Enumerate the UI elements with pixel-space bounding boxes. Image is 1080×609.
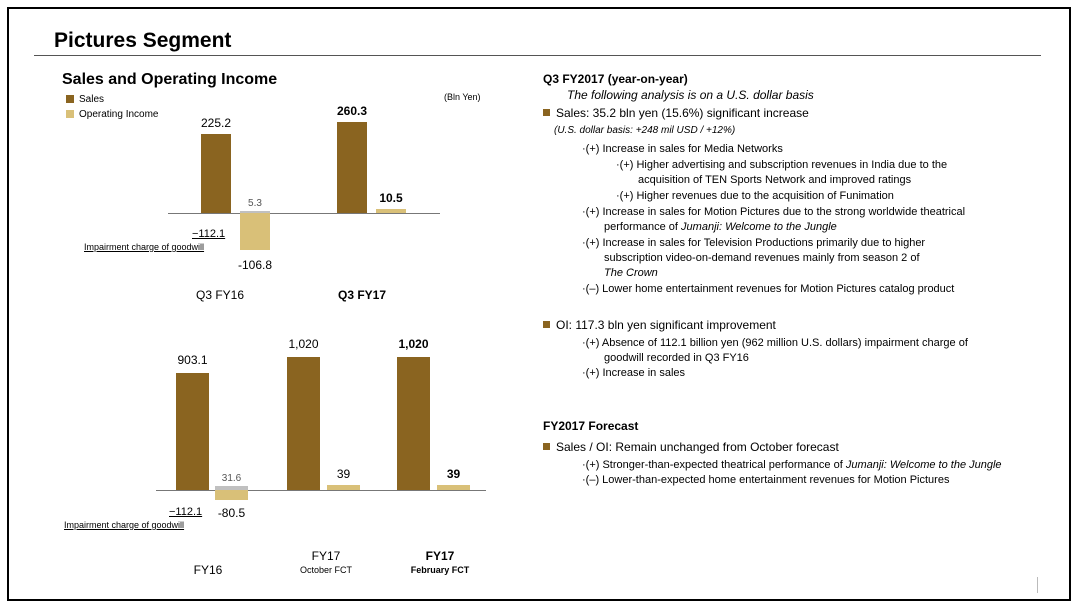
sales-item-4b: performance of Jumanji: Welcome to the J… xyxy=(604,221,837,233)
label-sales-q3fy16: 225.2 xyxy=(200,116,232,131)
forecast-bullet: Sales / OI: Remain unchanged from Octobe… xyxy=(543,440,839,454)
bar-oi-q3fy17 xyxy=(376,209,406,213)
sales-item-2: ·(+) Higher advertising and subscription… xyxy=(616,159,948,171)
label-oi-excl-q3fy16: 5.3 xyxy=(248,198,262,210)
cat-q3fy16: Q3 FY16 xyxy=(195,288,245,302)
cat-fy17-feb-sub: February FCT xyxy=(410,565,470,575)
legend-oi-label: Operating Income xyxy=(79,109,159,120)
sales-item-1: ·(+) Increase in sales for Media Network… xyxy=(582,143,783,155)
oi-item-1b: goodwill recorded in Q3 FY16 xyxy=(604,352,749,364)
page-marker xyxy=(1037,577,1038,593)
sales-usd-note: (U.S. dollar basis: +248 mil USD / +12%) xyxy=(554,125,736,136)
sales-item-4b-film: Jumanji: Welcome to the Jungle xyxy=(681,221,837,233)
legend-oi: Operating Income xyxy=(66,109,159,120)
oi-bullet: OI: 117.3 bln yen significant improvemen… xyxy=(543,318,776,332)
forecast-item-1-text: ·(+) Stronger-than-expected theatrical p… xyxy=(582,459,843,471)
sales-item-5: ·(+) Increase in sales for Television Pr… xyxy=(582,237,926,249)
slide-frame xyxy=(7,7,1071,601)
forecast-bullet-text: Sales / OI: Remain unchanged from Octobe… xyxy=(556,440,839,454)
label-sales-fy17-feb: 1,020 xyxy=(398,337,429,352)
bullet-square-icon xyxy=(543,443,550,450)
forecast-item-2: ·(–) Lower-than-expected home entertainm… xyxy=(582,474,950,486)
bar-sales-fy16 xyxy=(176,372,209,490)
bar-sales-q3fy17 xyxy=(337,121,367,213)
sales-item-5c: The Crown xyxy=(604,267,658,279)
sales-item-6: ·(–) Lower home entertainment revenues f… xyxy=(582,283,955,295)
impairment-value-q3: −112.1 xyxy=(192,228,226,240)
title-divider xyxy=(34,55,1041,56)
sales-item-4b-text: performance of xyxy=(604,221,678,233)
bar-oi-fy17-feb xyxy=(437,484,470,490)
q3-heading: Q3 FY2017 (year-on-year) xyxy=(543,72,688,86)
sales-item-3: ·(+) Higher revenues due to the acquisit… xyxy=(616,190,894,202)
q3-basis: The following analysis is on a U.S. doll… xyxy=(567,88,814,102)
bar-oi-fy17-oct xyxy=(327,484,360,490)
bar-oi-fy16 xyxy=(215,490,248,501)
sales-item-2b: acquisition of TEN Sports Network and im… xyxy=(638,174,912,186)
label-oi-fy16: -80.5 xyxy=(217,506,246,521)
impairment-value-fy: −112.1 xyxy=(169,506,203,518)
label-sales-fy16: 903.1 xyxy=(177,352,208,367)
label-oi-q3fy16: -106.8 xyxy=(237,258,273,273)
cat-fy17-feb-label: FY17 xyxy=(425,549,455,563)
cat-fy17-feb: FY17 February FCT xyxy=(400,549,480,575)
page-title: Pictures Segment xyxy=(54,29,232,52)
bullet-square-icon xyxy=(543,321,550,328)
legend-oi-swatch xyxy=(66,110,74,118)
sales-item-5b: subscription video-on-demand revenues ma… xyxy=(604,252,920,264)
sales-bullet-text: Sales: 35.2 bln yen (15.6%) significant … xyxy=(556,106,809,120)
sales-item-4: ·(+) Increase in sales for Motion Pictur… xyxy=(582,206,966,218)
unit-label: (Bln Yen) xyxy=(444,92,481,102)
oi-item-1: ·(+) Absence of 112.1 billion yen (962 m… xyxy=(582,337,968,349)
bar-oi-excl-fy16 xyxy=(215,485,248,490)
label-sales-q3fy17: 260.3 xyxy=(336,103,368,118)
bar-sales-fy17-oct xyxy=(287,357,320,490)
cat-fy16: FY16 xyxy=(193,563,223,577)
cat-fy17-oct: FY17 October FCT xyxy=(286,549,366,575)
oi-bullet-text: OI: 117.3 bln yen significant improvemen… xyxy=(556,318,776,332)
bullet-square-icon xyxy=(543,109,550,116)
cat-fy17-oct-label: FY17 xyxy=(311,549,341,563)
chart2-baseline xyxy=(156,490,486,491)
label-oi-fy17-oct: 39 xyxy=(336,466,351,481)
chart1-baseline xyxy=(168,213,440,214)
label-oi-excl-fy16: 31.6 xyxy=(221,472,242,484)
chart-subtitle: Sales and Operating Income xyxy=(62,71,278,88)
bar-oi-excl-q3fy16 xyxy=(240,211,270,213)
impairment-note-q3: Impairment charge of goodwill xyxy=(84,242,205,252)
bar-sales-q3fy16 xyxy=(201,134,231,213)
sales-bullet: Sales: 35.2 bln yen (15.6%) significant … xyxy=(543,106,809,120)
label-sales-fy17-oct: 1,020 xyxy=(288,337,319,352)
label-oi-fy17-feb: 39 xyxy=(446,466,461,481)
cat-fy17-oct-sub: October FCT xyxy=(299,565,352,575)
legend-sales-swatch xyxy=(66,95,74,103)
bar-oi-q3fy16 xyxy=(240,213,270,251)
legend-sales-label: Sales xyxy=(79,94,105,105)
oi-item-2: ·(+) Increase in sales xyxy=(582,367,686,379)
legend-sales: Sales xyxy=(66,94,104,105)
impairment-note-fy: Impairment charge of goodwill xyxy=(64,520,185,530)
forecast-item-1-film: Jumanji: Welcome to the Jungle xyxy=(845,459,1002,471)
label-oi-q3fy17: 10.5 xyxy=(379,191,403,206)
bar-sales-fy17-feb xyxy=(397,357,430,490)
forecast-heading: FY2017 Forecast xyxy=(543,419,639,433)
forecast-item-1: ·(+) Stronger-than-expected theatrical p… xyxy=(582,459,1002,471)
cat-q3fy17: Q3 FY17 xyxy=(337,288,387,302)
